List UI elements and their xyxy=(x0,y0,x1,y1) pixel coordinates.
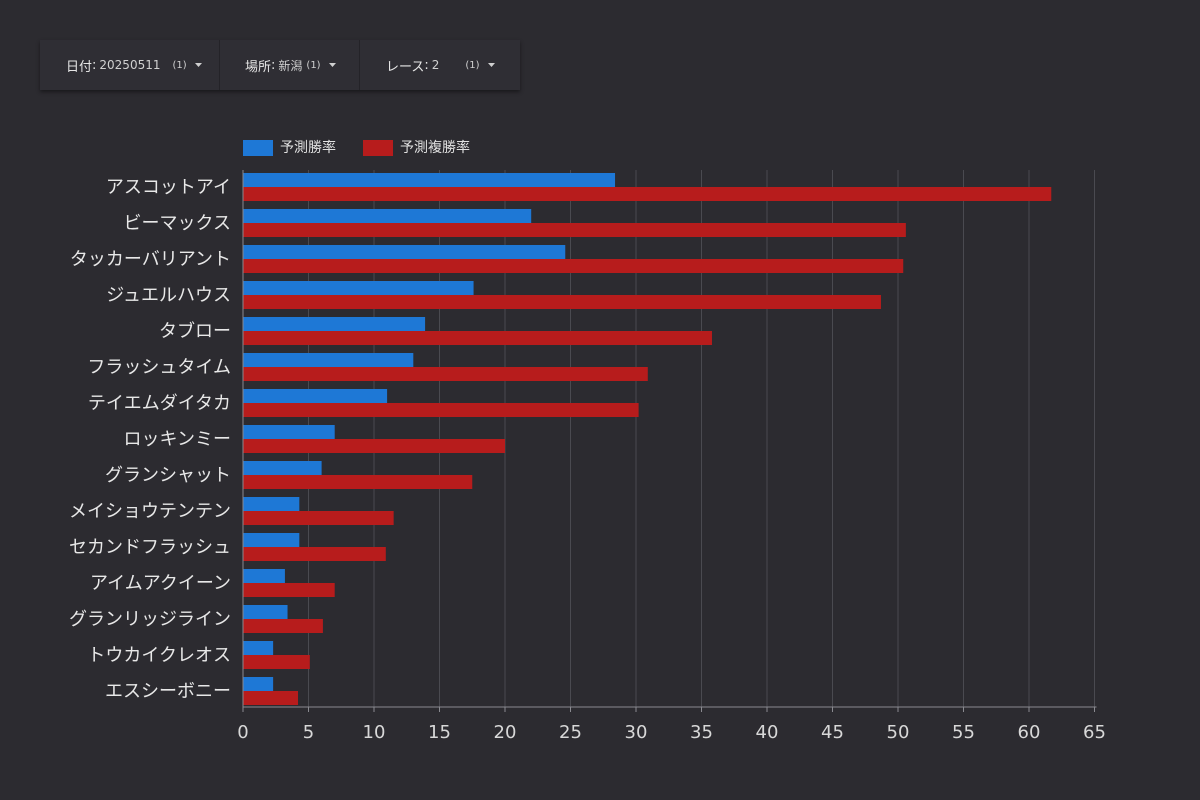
race-filter-value: 2 xyxy=(431,58,440,72)
place-rate-bar xyxy=(243,547,386,561)
legend-label: 予測複勝率 xyxy=(400,139,470,156)
category-label: メイショウテンテン xyxy=(69,501,231,522)
x-tick-label: 20 xyxy=(494,722,517,743)
place-rate-bar xyxy=(243,403,639,417)
win-rate-bar xyxy=(243,353,414,367)
venue-filter-count: (1) xyxy=(306,59,321,71)
x-tick-label: 65 xyxy=(1083,722,1106,743)
venue-filter-value: 新潟 xyxy=(278,58,303,73)
x-tick-label: 40 xyxy=(756,722,779,743)
category-label: テイエムダイタカ xyxy=(88,393,231,414)
win-rate-bar xyxy=(243,209,532,223)
date-filter[interactable]: 日付: 20250511 (1) xyxy=(40,40,220,90)
x-tick-label: 15 xyxy=(428,722,451,743)
place-rate-bar xyxy=(243,511,394,525)
category-label: ジュエルハウス xyxy=(106,285,231,306)
win-rate-bar xyxy=(243,173,616,187)
date-filter-label: 日付 xyxy=(66,59,93,75)
place-rate-bar xyxy=(243,223,906,237)
race-filter-count: (1) xyxy=(465,59,480,71)
x-tick-label: 55 xyxy=(952,722,975,743)
category-label: グランリッジライン xyxy=(69,609,231,630)
category-label: ロッキンミー xyxy=(124,429,231,450)
place-rate-bar xyxy=(243,259,904,273)
category-label: タブロー xyxy=(159,320,231,342)
x-tick-label: 0 xyxy=(237,722,248,743)
x-tick-label: 30 xyxy=(625,722,648,743)
win-rate-bar xyxy=(243,389,388,403)
category-label: アスコットアイ xyxy=(106,177,231,198)
chevron-down-icon xyxy=(487,63,495,67)
win-rate-bar xyxy=(243,533,300,547)
win-rate-bar xyxy=(243,605,288,619)
place-rate-bar xyxy=(243,367,648,381)
category-label: セカンドフラッシュ xyxy=(69,537,231,558)
race-filter-label: レース xyxy=(386,59,425,75)
win-rate-bar xyxy=(243,425,335,439)
category-label: トウカイクレオス xyxy=(87,645,231,666)
place-rate-bar xyxy=(243,295,881,309)
category-label: アイムアクイーン xyxy=(90,573,231,594)
filter-bar: 日付: 20250511 (1) 場所: 新潟 (1) レース: 2 (1) xyxy=(40,40,520,90)
x-tick-label: 25 xyxy=(559,722,582,743)
win-rate-bar xyxy=(243,461,322,475)
x-tick-label: 45 xyxy=(821,722,844,743)
place-rate-bar xyxy=(243,583,335,597)
category-label: タッカーバリアント xyxy=(70,249,231,270)
race-filter[interactable]: レース: 2 (1) xyxy=(360,40,520,90)
x-tick-label: 10 xyxy=(363,722,386,743)
place-rate-bar xyxy=(243,187,1052,201)
win-rate-bar xyxy=(243,641,274,655)
win-rate-bar xyxy=(243,281,474,295)
place-rate-bar xyxy=(243,655,310,669)
place-rate-bar xyxy=(243,439,505,453)
category-label: グランシャット xyxy=(105,465,231,486)
chevron-down-icon xyxy=(328,63,336,67)
win-rate-bar xyxy=(243,569,285,583)
chevron-down-icon xyxy=(194,63,202,67)
venue-filter-label: 場所 xyxy=(245,59,272,75)
legend-swatch-win xyxy=(243,140,273,156)
category-label: フラッシュタイム xyxy=(87,357,231,378)
x-tick-label: 5 xyxy=(303,722,314,743)
category-label: ビーマックス xyxy=(124,213,231,234)
win-rate-bar xyxy=(243,317,426,331)
venue-filter[interactable]: 場所: 新潟 (1) xyxy=(220,40,360,90)
place-rate-bar xyxy=(243,331,712,345)
x-tick-label: 60 xyxy=(1018,722,1041,743)
place-rate-bar xyxy=(243,691,299,705)
date-filter-value: 20250511 xyxy=(99,58,161,72)
place-rate-bar xyxy=(243,475,473,489)
win-rate-bar xyxy=(243,497,300,511)
win-rate-bar xyxy=(243,245,566,259)
place-rate-bar xyxy=(243,619,323,633)
x-tick-label: 35 xyxy=(690,722,713,743)
legend-label: 予測勝率 xyxy=(280,139,336,156)
date-filter-count: (1) xyxy=(172,59,187,71)
x-tick-label: 50 xyxy=(887,722,910,743)
category-label: エスシーボニー xyxy=(105,681,231,702)
legend-swatch-place xyxy=(363,140,393,156)
win-rate-bar xyxy=(243,677,274,691)
